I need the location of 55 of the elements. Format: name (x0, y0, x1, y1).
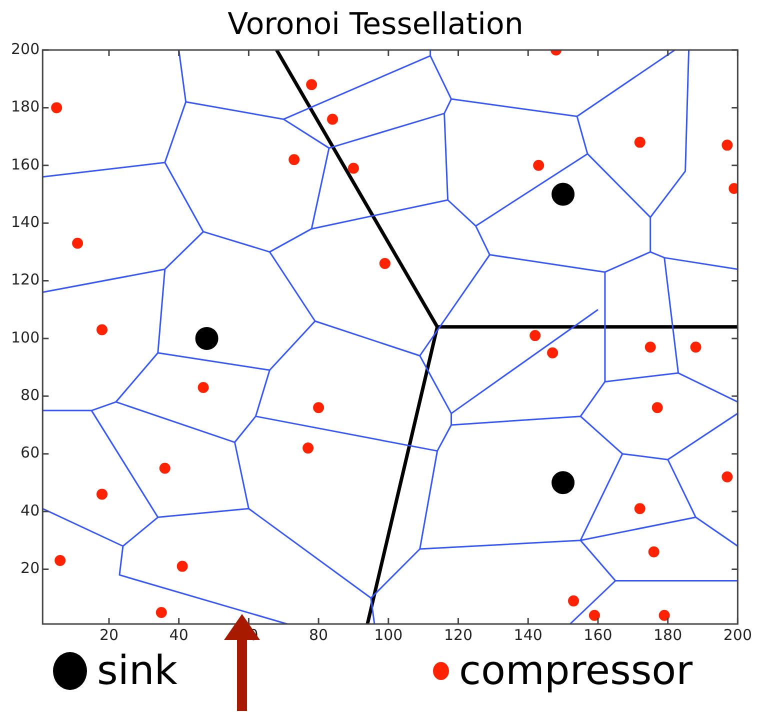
y-tick-label: 100 (10, 328, 40, 346)
y-tick-label: 20 (20, 559, 40, 578)
point (588, 610, 600, 621)
point (51, 102, 62, 114)
x-tick-label: 140 (514, 626, 542, 644)
point (634, 136, 646, 148)
legend-label: sink (97, 648, 178, 694)
point (722, 471, 733, 482)
x-tick-label: 80 (309, 626, 328, 644)
point (530, 330, 541, 342)
point (156, 606, 167, 618)
point (568, 595, 580, 606)
point (313, 402, 324, 414)
x-tick-label: 40 (169, 626, 188, 644)
point (690, 342, 702, 353)
point (72, 238, 84, 249)
point (552, 182, 575, 206)
point (195, 326, 218, 350)
y-tick-label: 140 (10, 212, 40, 231)
point (348, 162, 359, 174)
point (634, 503, 646, 514)
point (552, 471, 575, 494)
point (96, 488, 108, 500)
x-tick-label: 20 (99, 626, 119, 644)
y-tick-label: 40 (20, 501, 40, 520)
y-tick-label: 60 (20, 444, 40, 462)
point (379, 258, 390, 269)
point (302, 442, 314, 454)
point (96, 324, 108, 336)
point (198, 382, 209, 393)
x-tick-label: 180 (654, 626, 682, 644)
point (327, 114, 338, 125)
point (658, 610, 670, 621)
point (547, 347, 558, 358)
point (176, 560, 188, 572)
y-tick-label: 160 (10, 155, 40, 174)
point (306, 79, 318, 90)
chart-title: Voronoi Tessellation (228, 6, 524, 42)
x-tick-label: 120 (444, 626, 473, 644)
point (644, 342, 656, 353)
point (652, 402, 663, 414)
y-tick-label: 120 (10, 270, 40, 289)
point (54, 555, 66, 566)
point (648, 546, 660, 558)
y-tick-label: 180 (10, 98, 40, 116)
x-tick-label: 200 (723, 626, 752, 644)
point (159, 462, 170, 474)
y-tick-label: 80 (20, 386, 40, 404)
y-tick-label: 200 (10, 40, 40, 58)
point (288, 154, 300, 166)
point (533, 160, 544, 171)
x-tick-label: 160 (584, 626, 612, 644)
legend-label: compressor (459, 648, 693, 694)
x-tick-label: 100 (374, 626, 403, 644)
point (722, 140, 733, 151)
